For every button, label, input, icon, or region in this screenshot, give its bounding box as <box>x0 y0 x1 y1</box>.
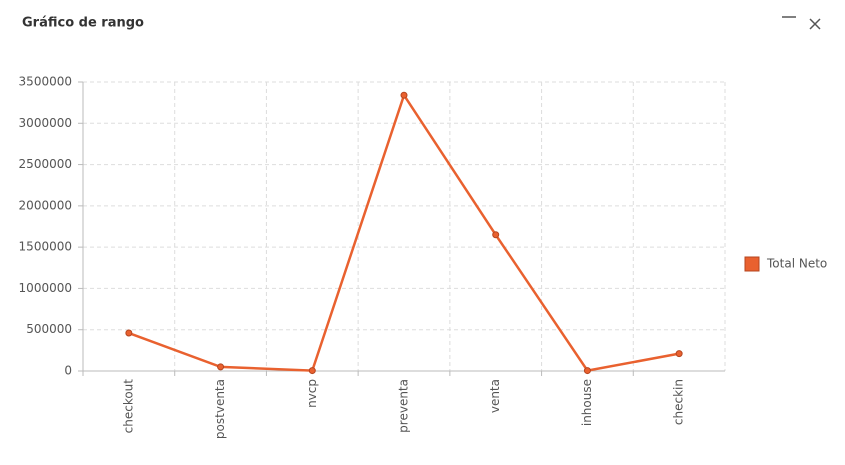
x-tick-label: checkout <box>121 379 135 434</box>
y-tick-label: 500000 <box>26 322 72 336</box>
data-point <box>583 367 591 375</box>
y-tick-label: 3500000 <box>19 75 72 89</box>
y-tick-label: 3000000 <box>19 116 72 130</box>
y-tick-label: 1000000 <box>19 281 72 295</box>
legend-label: Total Neto <box>766 257 827 271</box>
data-point <box>400 91 408 99</box>
y-tick-label: 2500000 <box>19 157 72 171</box>
data-point <box>217 363 225 371</box>
y-tick-label: 0 <box>64 364 72 378</box>
data-point <box>125 329 133 337</box>
y-tick-label: 1500000 <box>19 240 72 254</box>
x-tick-label: venta <box>488 379 502 413</box>
chart-title: Gráfico de rango <box>22 16 144 31</box>
close-button[interactable] <box>805 14 825 34</box>
x-tick-label: nvcp <box>305 379 319 408</box>
data-point <box>308 367 316 375</box>
y-tick-label: 2000000 <box>19 198 72 212</box>
data-point <box>675 350 683 358</box>
x-tick-label: preventa <box>397 379 411 433</box>
x-tick-label: postventa <box>213 379 227 439</box>
data-point <box>492 231 500 239</box>
legend-swatch <box>744 256 760 272</box>
x-tick-label: inhouse <box>580 379 594 426</box>
x-tick-label: checkin <box>672 379 686 425</box>
minimize-button[interactable] <box>780 10 798 28</box>
